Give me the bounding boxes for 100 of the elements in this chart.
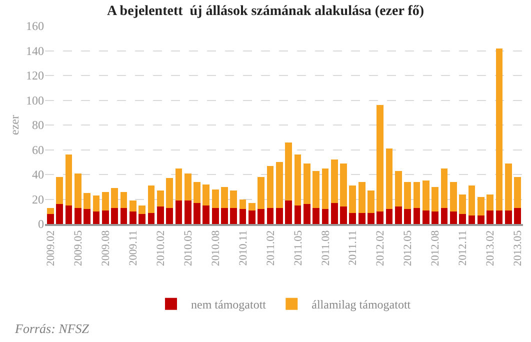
x-tick-label: 2012.11 [457, 230, 470, 266]
bar [312, 208, 320, 224]
bar [92, 196, 100, 212]
bar [230, 208, 238, 224]
bar [92, 212, 100, 224]
bar [248, 202, 256, 210]
x-tick-label: 2010.08 [210, 230, 222, 266]
bar [514, 208, 521, 224]
bar [239, 199, 246, 210]
bar [358, 212, 366, 224]
x-tick-label: 2012.08 [430, 230, 442, 266]
x-tick-label: 2009.05 [72, 230, 85, 266]
bar [138, 214, 146, 224]
bar [395, 170, 402, 207]
bar [496, 48, 503, 210]
bar [120, 208, 128, 224]
bar [74, 173, 82, 208]
x-tick-label: 2009.08 [100, 230, 112, 266]
bar [156, 206, 164, 224]
bar [102, 210, 109, 224]
bar [184, 200, 192, 224]
bar [477, 196, 484, 216]
bar [138, 205, 146, 214]
bar [368, 190, 374, 213]
bar [413, 182, 420, 208]
x-tick-label: 2011.11 [347, 230, 360, 266]
x-tick-label: 2011.02 [264, 230, 277, 266]
bar [239, 209, 246, 224]
x-tick-label: 2010.02 [154, 230, 167, 266]
bar [486, 194, 494, 210]
x-tick-label: 2011.08 [320, 230, 332, 266]
legend-label: államilag támogatott [312, 298, 412, 312]
bar [194, 182, 200, 203]
bar [111, 188, 118, 208]
bar [111, 208, 118, 224]
x-tick-label: 2012.02 [374, 230, 387, 266]
y-tick-label: 0 [38, 217, 44, 232]
bar [450, 182, 457, 212]
bar [285, 200, 292, 224]
bar [404, 209, 412, 224]
x-tick-label: 2013.02 [484, 230, 497, 266]
bar [184, 173, 192, 200]
bar [148, 186, 155, 213]
bar [65, 205, 72, 224]
bar [504, 210, 512, 224]
bar [422, 210, 430, 224]
y-tick-label: 60 [32, 142, 44, 157]
bar [386, 209, 393, 224]
bar [340, 163, 347, 207]
x-tick-label: 2011.05 [292, 230, 304, 266]
bar [477, 215, 484, 224]
bar [129, 212, 136, 224]
bar [202, 205, 210, 224]
bar [258, 209, 265, 224]
bar [468, 215, 476, 224]
bar [440, 168, 448, 208]
bar [504, 163, 512, 210]
bar [175, 168, 182, 200]
bar [258, 176, 265, 210]
bar [212, 189, 219, 208]
bar [395, 206, 402, 224]
bar [221, 208, 228, 224]
bar [74, 208, 82, 224]
bar [303, 163, 310, 204]
bar [294, 154, 302, 206]
bar [368, 212, 374, 224]
bar [459, 194, 466, 214]
bar [166, 208, 173, 224]
bar [102, 192, 109, 210]
y-axis-title: ezer [7, 115, 22, 135]
bar [432, 186, 439, 212]
bar [47, 208, 54, 214]
bar [202, 184, 210, 206]
bar [413, 208, 420, 224]
bar [340, 206, 347, 224]
y-tick-label: 160 [26, 19, 44, 34]
bar [276, 162, 283, 208]
y-tick-label: 100 [26, 93, 44, 108]
bar [285, 142, 292, 200]
bar [294, 205, 302, 224]
bar [148, 212, 155, 224]
bar [486, 210, 494, 224]
y-tick-label: 20 [32, 192, 44, 206]
bar [440, 208, 448, 224]
bar [358, 182, 366, 213]
y-tick-label: 120 [26, 68, 44, 83]
bar [386, 148, 393, 210]
legend-label: nem támogatott [191, 298, 267, 312]
bar [312, 170, 320, 208]
x-tick-label: 2012.05 [402, 230, 414, 266]
bar [514, 176, 521, 208]
bar [56, 176, 64, 204]
bar [120, 192, 128, 208]
x-tick-label: 2009.02 [45, 230, 58, 266]
bar [221, 186, 228, 208]
y-tick-label: 140 [26, 44, 44, 58]
bar [47, 214, 54, 224]
chart-title: A bejelentett új állások számának alakulása (ezer fő) [106, 4, 424, 19]
bar [432, 212, 439, 224]
bar [422, 180, 430, 210]
